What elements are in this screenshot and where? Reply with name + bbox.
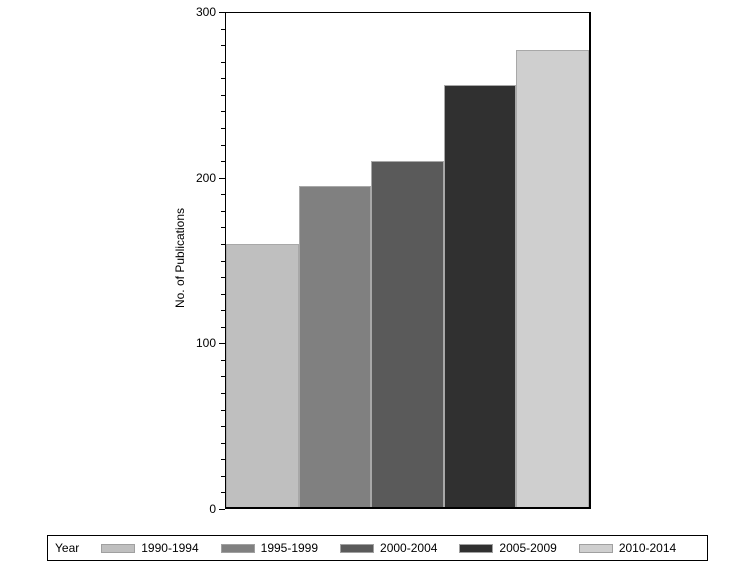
minor-tick [221, 244, 225, 245]
minor-tick [221, 161, 225, 162]
minor-tick [221, 459, 225, 460]
bar-2005-2009 [443, 84, 517, 507]
legend-items: 1990-1994 1995-1999 2000-2004 2005-2009 2010… [101, 541, 698, 555]
minor-tick [221, 294, 225, 295]
legend-swatch-icon [340, 543, 375, 553]
major-tick [219, 12, 225, 13]
legend-label: 2005-2009 [499, 541, 557, 555]
minor-tick [221, 327, 225, 328]
legend-item: 2005-2009 [459, 541, 557, 555]
minor-tick [221, 492, 225, 493]
minor-tick [221, 45, 225, 46]
legend-swatch-icon [578, 543, 613, 553]
minor-tick [221, 145, 225, 146]
legend: Year 1990-1994 1995-1999 2000-2004 2005-200… [47, 535, 708, 561]
minor-tick [221, 277, 225, 278]
minor-tick [221, 211, 225, 212]
legend-item: 2000-2004 [340, 541, 437, 555]
bar-2010-2014 [516, 49, 589, 507]
legend-swatch-icon [101, 543, 136, 553]
major-tick [219, 178, 225, 179]
minor-tick [221, 111, 225, 112]
minor-tick [221, 476, 225, 477]
legend-label: 1995-1999 [260, 541, 319, 555]
minor-tick [221, 310, 225, 311]
y-tick-label: 200 [195, 171, 216, 185]
minor-tick [221, 29, 225, 30]
minor-tick [221, 443, 225, 444]
minor-tick [221, 194, 225, 195]
minor-tick [221, 227, 225, 228]
minor-tick [221, 62, 225, 63]
minor-tick [221, 410, 225, 411]
legend-item: 1995-1999 [220, 541, 319, 555]
legend-label: 1990-1994 [141, 541, 199, 555]
legend-swatch-icon [220, 543, 255, 553]
minor-tick [221, 376, 225, 377]
y-tick-label: 0 [209, 502, 216, 516]
y-tick-label: 300 [195, 5, 216, 19]
major-tick [219, 343, 225, 344]
bar-1990-1994 [226, 243, 299, 507]
y-tick-label: 100 [195, 336, 216, 350]
minor-tick [221, 95, 225, 96]
minor-tick [221, 128, 225, 129]
legend-item: 1990-1994 [101, 541, 199, 555]
minor-tick [221, 78, 225, 79]
minor-tick [221, 393, 225, 394]
bar-2000-2004 [371, 160, 444, 507]
minor-tick [221, 426, 225, 427]
legend-swatch-icon [459, 543, 494, 553]
minor-tick [221, 360, 225, 361]
legend-title: Year [55, 541, 80, 555]
major-tick [219, 509, 225, 510]
bar-1995-1999 [298, 185, 372, 507]
minor-tick [221, 261, 225, 262]
y-axis-label: No. of Publications [173, 207, 187, 309]
legend-label: 2010-2014 [618, 541, 677, 555]
legend-item: 2010-2014 [578, 541, 677, 555]
legend-label: 2000-2004 [380, 541, 438, 555]
plot-area [225, 12, 591, 509]
